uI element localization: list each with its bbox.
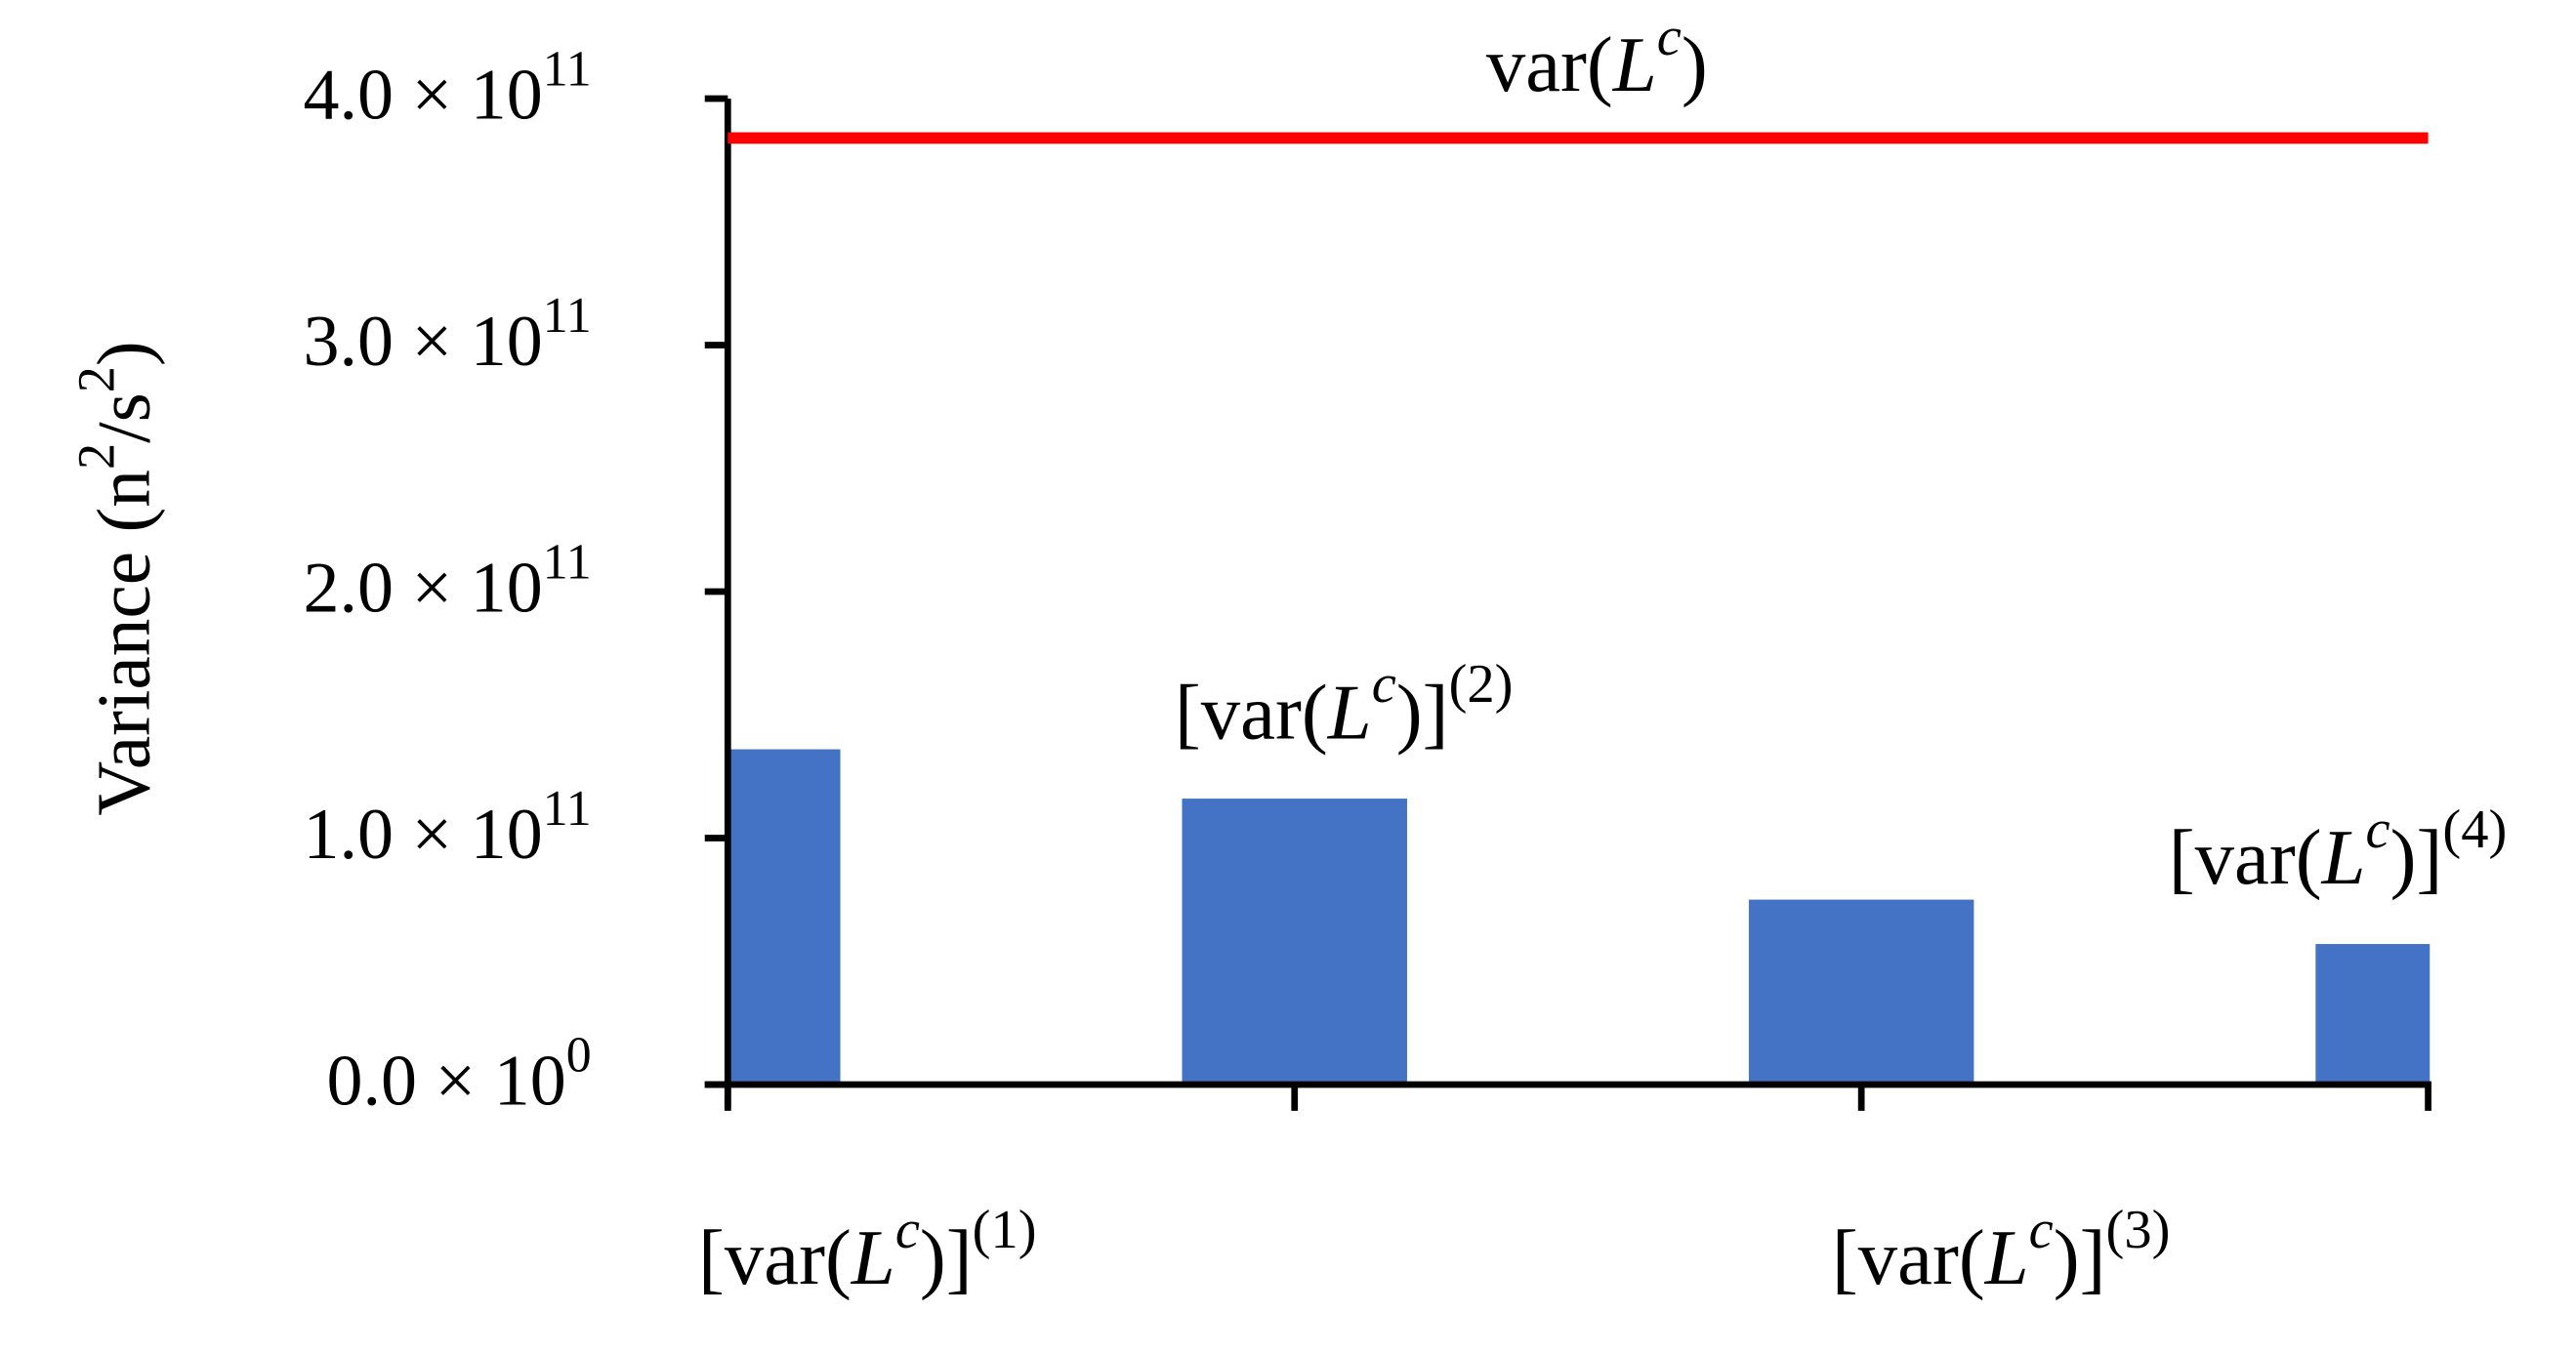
category-label: [var(Lc)](2)	[1175, 654, 1514, 756]
y-tick-label: 2.0 × 1011	[303, 535, 591, 629]
y-axis-title: Variance (n2/s2)	[67, 341, 165, 815]
bars	[727, 749, 2431, 1085]
bar	[1748, 899, 1974, 1085]
category-label: [var(Lc)](3)	[1832, 1200, 2171, 1301]
reference-label: var(Lc)	[1486, 7, 1708, 108]
bar	[2315, 944, 2431, 1085]
y-tick-label: 3.0 × 1011	[303, 288, 591, 382]
y-tick-label: 1.0 × 1011	[303, 781, 591, 875]
y-tick-label: 0.0 × 100	[326, 1028, 591, 1122]
y-tick-label: 4.0 × 1011	[303, 42, 591, 136]
category-label: [var(Lc)](1)	[698, 1200, 1037, 1301]
plot-area: [var(Lc)](1) [var(Lc)](2) [var(Lc)](3) [var…	[303, 7, 2508, 1301]
bar	[1182, 799, 1407, 1085]
bar	[727, 749, 841, 1085]
category-label: [var(Lc)](4)	[2169, 800, 2508, 901]
